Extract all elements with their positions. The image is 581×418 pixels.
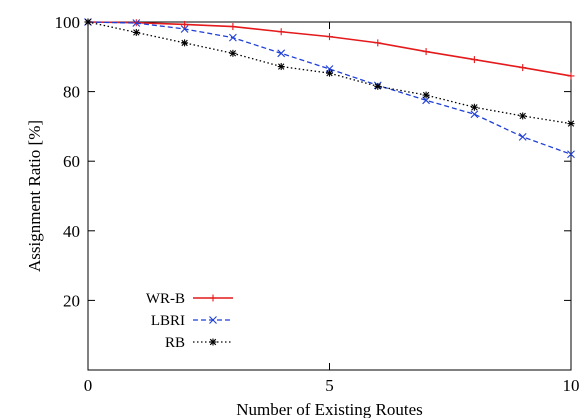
legend-label: RB (165, 335, 185, 351)
legend-marker (209, 338, 217, 346)
data-point (422, 91, 430, 99)
data-point (326, 69, 333, 77)
series-lbri (84, 18, 575, 159)
data-point (374, 82, 382, 90)
series-wr-b (84, 18, 575, 80)
data-point (277, 28, 285, 36)
data-point (181, 39, 189, 47)
data-point (277, 63, 285, 71)
data-point (326, 33, 333, 41)
data-point (84, 18, 92, 26)
y-tick-label: 100 (55, 13, 81, 32)
legend-marker (209, 294, 217, 302)
legend-marker (209, 316, 217, 324)
data-point (277, 49, 286, 58)
series-line (87, 21, 572, 125)
x-tick-label: 5 (325, 376, 334, 395)
series-rb (84, 18, 575, 128)
y-tick-label: 20 (63, 291, 80, 310)
data-point (180, 25, 189, 33)
axis-tick-labels: 0 5 10 20 40 60 80 100 (55, 13, 580, 395)
legend-label: WR-B (146, 291, 185, 307)
y-tick-label: 40 (63, 222, 80, 241)
y-tick-label: 80 (63, 83, 80, 102)
axis-ticks (87, 21, 572, 370)
data-point (229, 33, 237, 42)
series-line (87, 21, 572, 77)
data-point (518, 132, 527, 141)
x-axis-label: Number of Existing Routes (236, 400, 423, 418)
data-point (519, 64, 527, 72)
data-point (229, 23, 237, 31)
data-point (567, 150, 575, 159)
data-point (567, 72, 575, 80)
data-point (374, 39, 382, 47)
data-point (470, 56, 478, 64)
x-tick-label: 0 (84, 376, 93, 395)
x-tick-label: 10 (563, 376, 580, 395)
y-tick-label: 60 (63, 152, 80, 171)
y-axis-label: Assignment Ratio [%] (25, 120, 44, 272)
data-point (470, 110, 479, 119)
data-point (132, 28, 140, 36)
data-point (470, 103, 478, 111)
legend: WR-B LBRI RB (146, 291, 233, 351)
data-point (519, 112, 527, 120)
data-point (229, 49, 237, 57)
legend-label: LBRI (151, 313, 185, 329)
data-point (422, 48, 430, 56)
data-point (567, 120, 575, 128)
data-point (132, 19, 141, 27)
data-point (181, 20, 189, 28)
series-layer (84, 18, 575, 159)
series-line (87, 21, 572, 155)
